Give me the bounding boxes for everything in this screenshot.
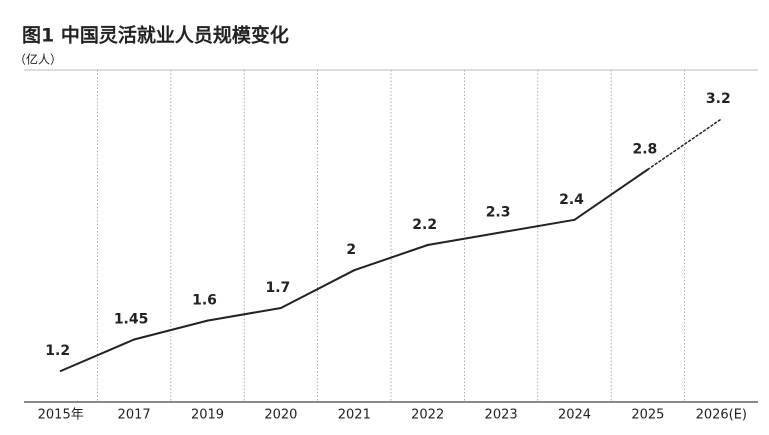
x-tick-label: 2021 <box>338 408 371 423</box>
line-segment <box>59 338 136 372</box>
line-segment <box>279 269 356 309</box>
data-label: 1.45 <box>114 312 149 328</box>
line-segment <box>206 307 282 322</box>
data-label: 2.3 <box>486 204 511 220</box>
data-label: 2 <box>346 242 356 258</box>
x-tick-label: 2022 <box>411 408 444 423</box>
x-tick-label: 2020 <box>264 408 297 423</box>
data-label: 3.2 <box>706 91 731 107</box>
data-label: 2.2 <box>412 217 437 233</box>
data-label: 1.7 <box>265 280 290 296</box>
chart-subtitle: （亿人） <box>14 52 62 67</box>
line-segment <box>426 231 503 246</box>
data-label: 2.4 <box>559 192 584 208</box>
x-tick-label: 2015年 <box>38 408 84 423</box>
x-tick-label: 2026(E) <box>696 408 747 423</box>
data-label: 1.6 <box>192 293 217 309</box>
line-segment <box>573 168 649 221</box>
data-label: 1.2 <box>45 343 70 359</box>
x-tick-label: 2025 <box>631 408 664 423</box>
x-tick-label: 2019 <box>191 408 224 423</box>
x-tick-label: 2023 <box>485 408 518 423</box>
x-tick-label: 2024 <box>558 408 591 423</box>
data-label: 2.8 <box>632 141 657 157</box>
line-segment <box>133 319 209 341</box>
chart-title: 图1 中国灵活就业人员规模变化 <box>22 24 289 47</box>
x-tick-label: 2017 <box>118 408 151 423</box>
line-segment <box>353 244 429 272</box>
line-segment <box>647 118 723 171</box>
line-segment <box>500 218 576 234</box>
